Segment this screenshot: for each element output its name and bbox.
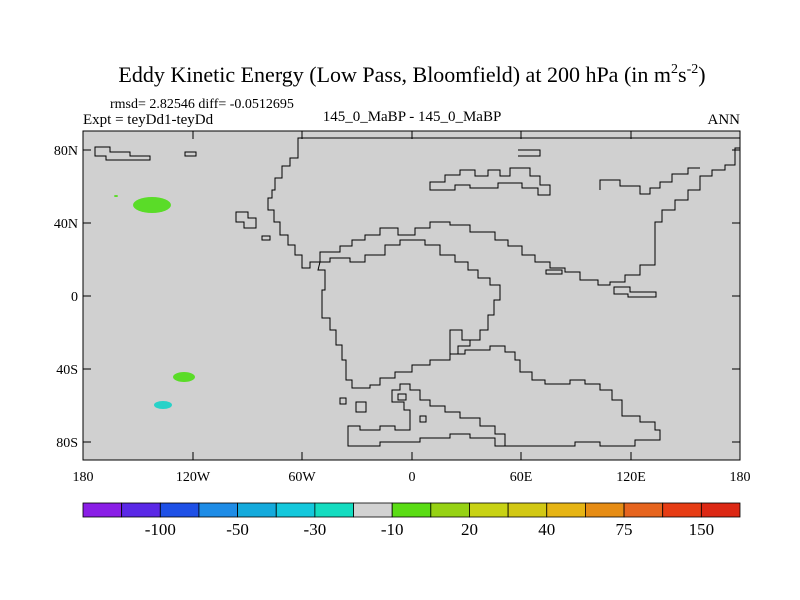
colorbar-box [121,502,161,518]
coastline-small-island-d [339,397,347,405]
expt-label: Expt = teyDd1-teyDd [83,112,214,128]
lat-ticks [83,149,740,443]
colorbar-box [585,502,625,518]
lon-label: 120E [616,470,646,485]
lat-label: 80N [54,144,78,159]
lon-label: 180 [730,470,751,485]
colorbar-box [430,502,470,518]
coastline-small-island-g [419,415,427,423]
coastline-small-island-a [184,151,197,157]
lon-label: 180 [73,470,94,485]
map-background [83,131,740,460]
colorbar-label: 40 [538,520,555,539]
coastline-southern-continent [320,239,501,355]
center-label: 145_0_MaBP - 145_0_MaBP [323,109,502,125]
colorbar-box [623,502,664,518]
anomaly-negative-south-pacific [154,401,172,409]
season-label: ANN [708,112,741,128]
lat-label: 40N [54,217,78,232]
coastline-east-gulf [599,167,700,195]
coastline-arctic-bay [518,149,541,157]
coastline-southern-interior [450,345,661,447]
colorbar [82,502,741,518]
coastline-arctic-inlet [429,167,551,196]
colorbar-labels: -100 -50 -30 -10 20 40 75 150 [145,520,714,539]
colorbar-label: 20 [461,520,478,539]
anomaly-positive-north-pacific [133,197,171,213]
colorbar-box [507,502,548,518]
lon-label: 60E [510,470,533,485]
stats-text: rmsd= 2.82546 diff= -0.0512695 [110,97,294,112]
lon-labels: 180 120W 60W 0 60E 120E 180 [73,470,751,485]
coastline-antarctic [347,383,506,447]
lat-label: 80S [56,436,78,451]
colorbar-label: -10 [381,520,404,539]
anomaly-areas [114,195,195,409]
coastlines [94,137,741,447]
coastline-small-island-h [613,286,657,298]
colorbar-box [198,502,238,518]
coastline-northern-continent [267,137,741,286]
coastline-small-island-f [397,393,407,401]
colorbar-box [469,502,509,518]
map-panel: 80N 40N 0 40S 80S 180 120W 60W 0 60E 120… [54,130,751,485]
lon-label: 120W [176,470,211,485]
colorbar-label: 150 [689,520,715,539]
colorbar-label: -50 [226,520,249,539]
coastline-small-island-b [235,211,257,229]
lon-label: 60W [288,470,316,485]
anomaly-positive-speck [114,195,118,197]
coastline-arctic-island [94,146,151,161]
coastline-small-island-c [261,235,271,241]
colorbar-label: -30 [304,520,327,539]
colorbar-box [314,502,354,518]
lon-label: 0 [409,470,416,485]
coastline-southern-continent-west [317,261,451,389]
coastline-small-island-e [355,401,367,413]
colorbar-box [275,502,316,518]
lat-label: 0 [71,290,78,305]
coastline-small-island-i [545,269,563,275]
lat-labels: 80N 40N 0 40S 80S [54,144,78,451]
colorbar-label: -100 [145,520,176,539]
colorbar-box [82,502,123,518]
colorbar-label: 75 [616,520,633,539]
colorbar-box [546,502,586,518]
anomaly-positive-south-pacific [173,372,195,382]
lon-ticks [192,131,632,460]
lat-label: 40S [56,363,78,378]
colorbar-box [353,502,393,518]
colorbar-box [159,502,200,518]
colorbar-box [391,502,432,518]
plot-title: Eddy Kinetic Energy (Low Pass, Bloomfiel… [118,62,705,87]
colorbar-box [237,502,277,518]
colorbar-box [662,502,702,518]
colorbar-box [700,502,741,518]
